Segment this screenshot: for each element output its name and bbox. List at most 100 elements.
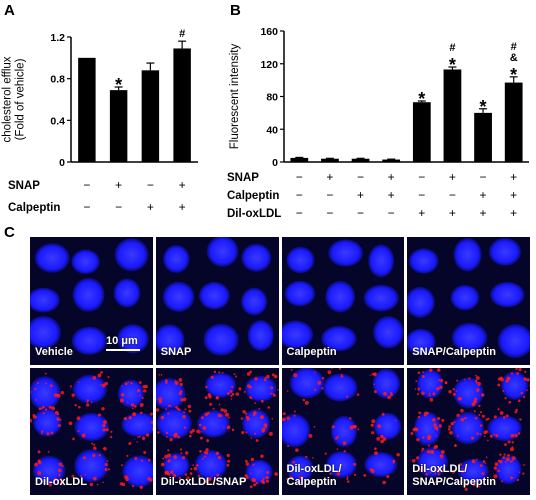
- lipid-droplet: [34, 387, 37, 390]
- lipid-droplet: [71, 474, 75, 478]
- lipid-droplet: [429, 368, 433, 372]
- lipid-droplet: [102, 481, 104, 483]
- lipid-droplet: [44, 407, 48, 411]
- lipid-droplet: [476, 458, 478, 460]
- lipid-droplet: [78, 381, 80, 383]
- lipid-droplet: [449, 430, 454, 435]
- lipid-droplet: [479, 463, 483, 467]
- nucleus: [117, 324, 149, 354]
- lipid-droplet: [179, 447, 182, 451]
- lipid-droplet: [373, 389, 377, 393]
- lipid-droplet: [155, 397, 157, 400]
- condition-sign: +: [357, 188, 364, 202]
- panel-c-letter: C: [4, 224, 15, 241]
- lipid-droplet: [97, 412, 101, 417]
- lipid-droplet: [44, 372, 47, 375]
- lipid-droplet: [37, 459, 42, 464]
- lipid-droplet: [490, 434, 494, 438]
- lipid-droplet: [482, 414, 486, 418]
- lipid-droplet: [131, 484, 135, 487]
- lipid-droplet: [271, 372, 275, 376]
- lipid-droplet: [262, 477, 265, 480]
- lipid-droplet: [180, 451, 183, 454]
- lipid-droplet: [57, 423, 61, 427]
- lipid-droplet: [246, 416, 250, 421]
- condition-sign: −: [296, 188, 303, 202]
- lipid-droplet: [226, 463, 230, 467]
- lipid-droplet: [281, 417, 286, 421]
- lipid-droplet: [342, 440, 346, 445]
- lipid-droplet: [131, 406, 134, 409]
- lipid-droplet: [223, 408, 227, 413]
- lipid-droplet: [345, 477, 349, 480]
- lipid-droplet: [174, 380, 179, 385]
- lipid-droplet: [172, 473, 177, 477]
- lipid-droplet: [342, 449, 346, 452]
- lipid-droplet: [444, 380, 448, 384]
- micrograph-label: Vehicle: [35, 345, 73, 358]
- lipid-droplet: [167, 458, 171, 462]
- micrograph-panel: Dil-oxLDL/SNAP: [155, 367, 279, 495]
- lipid-droplet: [507, 453, 511, 457]
- lipid-droplet: [226, 425, 231, 429]
- lipid-droplet: [518, 398, 521, 402]
- lipid-droplet: [264, 376, 267, 379]
- lipid-droplet: [80, 474, 83, 477]
- nucleus: [203, 323, 239, 356]
- lipid-droplet: [478, 404, 481, 407]
- lipid-droplet: [173, 433, 177, 438]
- micrograph-grid: Vehicle 10 μm SNAP Calpeptin SNAP/Calpeptin D…: [30, 237, 530, 495]
- lipid-droplet: [429, 397, 434, 402]
- lipid-droplet: [217, 455, 221, 459]
- lipid-droplet: [476, 375, 480, 380]
- condition-sign: +: [480, 188, 487, 202]
- lipid-droplet: [270, 392, 273, 395]
- lipid-droplet: [110, 435, 113, 438]
- condition-sign: −: [357, 170, 364, 184]
- significance-mark: *: [510, 65, 517, 85]
- lipid-droplet: [147, 458, 151, 461]
- lipid-droplet: [195, 429, 200, 433]
- nucleus: [407, 328, 436, 356]
- lipid-droplet: [165, 407, 167, 410]
- lipid-droplet: [429, 471, 432, 473]
- nucleus: [34, 243, 70, 273]
- lipid-droplet: [227, 415, 230, 419]
- lipid-droplet: [448, 424, 452, 428]
- lipid-droplet: [493, 433, 496, 436]
- lipid-droplet: [104, 467, 108, 471]
- lipid-droplet: [370, 418, 375, 423]
- micrograph-label: Dil-oxLDL/ SNAP/Calpeptin: [412, 463, 496, 488]
- lipid-droplet: [433, 445, 438, 449]
- lipid-droplet: [326, 369, 331, 374]
- lipid-droplet: [379, 439, 384, 443]
- lipid-droplet: [187, 404, 191, 408]
- lipid-droplet: [231, 392, 235, 396]
- lipid-droplet: [510, 446, 515, 451]
- lipid-droplet: [176, 407, 180, 410]
- lipid-droplet: [505, 460, 507, 463]
- lipid-droplet: [60, 390, 65, 394]
- lipid-droplet: [208, 394, 212, 399]
- lipid-droplet: [40, 432, 43, 434]
- condition-sign: +: [115, 178, 122, 192]
- lipid-droplet: [440, 378, 444, 382]
- condition-sign: +: [510, 206, 517, 220]
- lipid-droplet: [416, 455, 420, 459]
- lipid-droplet: [250, 457, 254, 461]
- lipid-droplet: [518, 367, 522, 371]
- lipid-droplet: [479, 485, 481, 487]
- lipid-droplet: [519, 417, 522, 421]
- lipid-droplet: [370, 423, 374, 427]
- lipid-droplet: [86, 398, 90, 402]
- condition-sign: −: [326, 188, 333, 202]
- condition-sign: −: [326, 206, 333, 220]
- lipid-droplet: [261, 429, 265, 433]
- condition-sign: −: [357, 206, 364, 220]
- nucleus: [33, 407, 62, 437]
- micrograph-image: [281, 367, 401, 485]
- nucleus: [281, 413, 310, 447]
- lipid-droplet: [202, 425, 206, 430]
- lipid-droplet: [479, 480, 482, 482]
- lipid-droplet: [105, 427, 109, 431]
